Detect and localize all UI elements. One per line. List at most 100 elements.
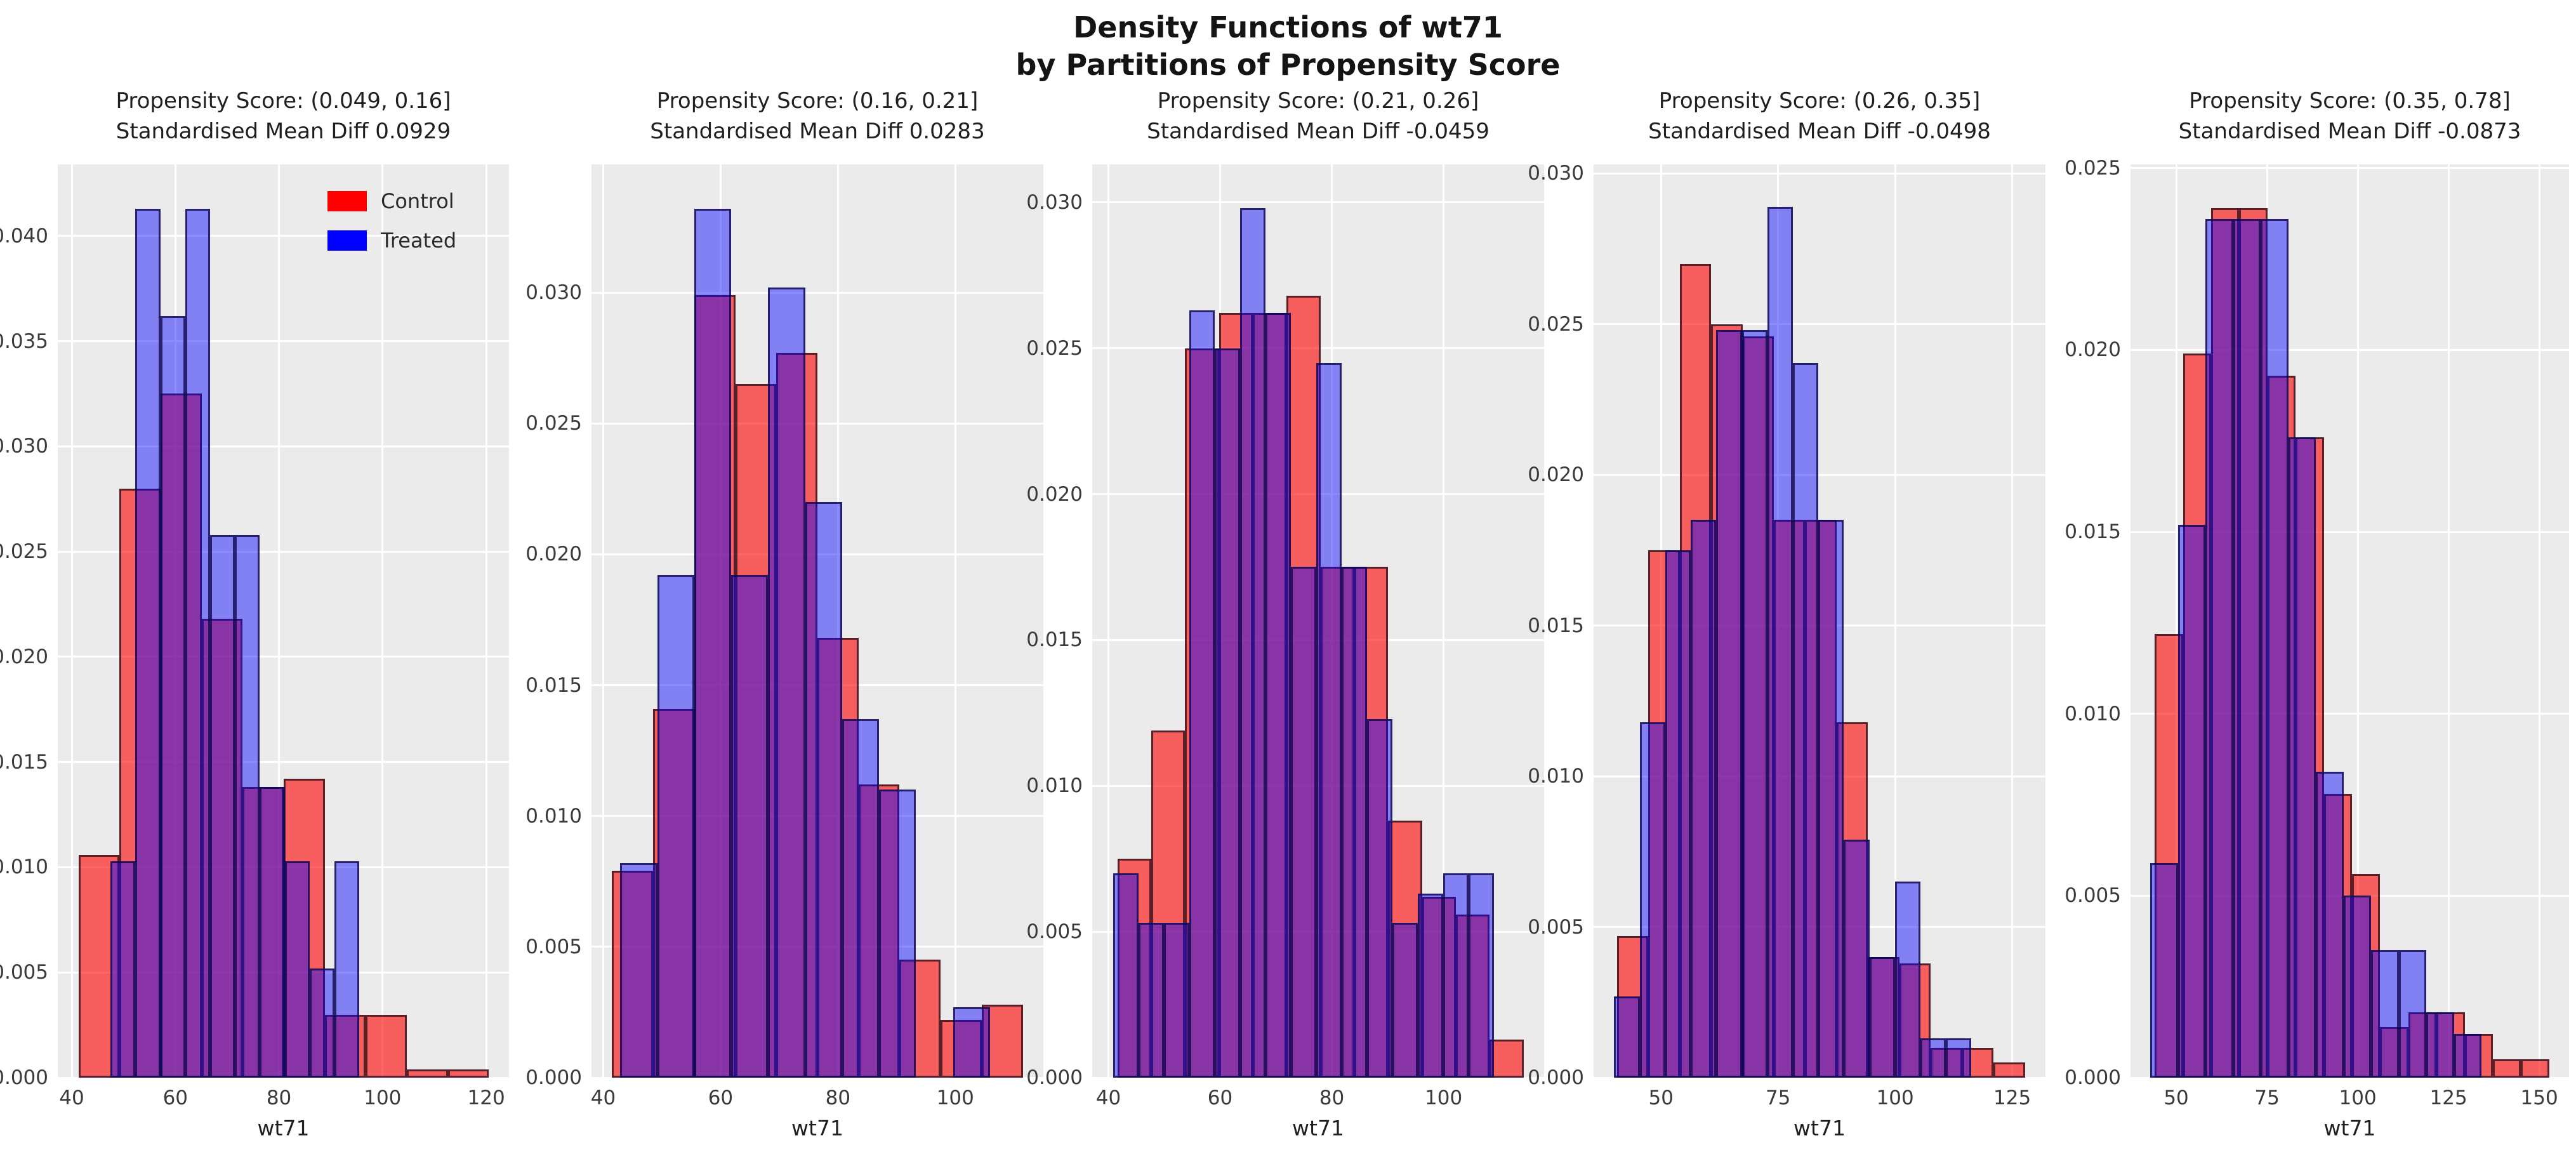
x-axis-label: wt71 [1793, 1116, 1846, 1140]
histogram-bar-treated [260, 787, 285, 1078]
histogram-bar-treated [1113, 873, 1139, 1078]
histogram-bar-treated [1894, 882, 1920, 1078]
gridline [1594, 1076, 2045, 1079]
histogram-bar-treated [731, 575, 769, 1078]
gridline [58, 235, 509, 237]
subplot-title-line1: Propensity Score: (0.16, 0.21] [656, 88, 979, 114]
gridline [70, 164, 73, 1078]
gridline [1092, 1076, 1544, 1079]
histogram-bar-treated [657, 575, 694, 1078]
subplot-title: Propensity Score: (0.049, 0.16] Standardi… [0, 86, 585, 147]
y-tick-label: 0.000 [1528, 1066, 1584, 1089]
histogram-bar-treated [1869, 957, 1895, 1078]
histogram-bar-treated [2454, 1034, 2482, 1078]
gridline [58, 1076, 509, 1079]
x-tick-label: 50 [1648, 1087, 1674, 1109]
gridline [954, 164, 956, 1078]
y-tick-label: 0.000 [2064, 1066, 2121, 1089]
histogram-bar-control [899, 960, 941, 1078]
histogram-bar-treated [160, 315, 185, 1078]
subplot-title-line1: Propensity Score: (0.26, 0.35] [1658, 88, 1981, 114]
legend-label: Control [381, 189, 454, 213]
y-tick-label: 0.020 [525, 543, 582, 566]
y-tick-label: 0.025 [1026, 336, 1083, 360]
y-tick-label: 0.020 [0, 645, 48, 668]
x-tick-label: 80 [1319, 1087, 1345, 1109]
histogram-bar-treated [1392, 923, 1418, 1078]
histogram-bar-treated [1138, 923, 1164, 1078]
x-axis-label: wt71 [257, 1116, 310, 1140]
gridline [58, 340, 509, 343]
gridline [2538, 164, 2540, 1078]
gridline [2447, 164, 2450, 1078]
legend-item-treated: Treated [327, 221, 456, 260]
x-tick-label: 60 [162, 1087, 188, 1109]
figure-title-line2: by Partitions of Propensity Score [1015, 47, 1561, 82]
histogram-bar-treated [953, 1007, 990, 1078]
histogram-bar-treated [1767, 206, 1793, 1078]
subplot-title-line1: Propensity Score: (0.35, 0.78] [2189, 88, 2511, 114]
plot-area-5 [2130, 164, 2569, 1079]
y-tick-label: 0.030 [0, 435, 48, 458]
histogram-bar-control [1489, 1040, 1524, 1078]
x-axis-label: wt71 [2323, 1116, 2376, 1140]
x-tick-label: 60 [1207, 1087, 1233, 1109]
subplot-title-line1: Propensity Score: (0.21, 0.26] [1157, 88, 1479, 114]
histogram-bar-treated [185, 208, 210, 1078]
gridline [591, 1076, 1043, 1079]
histogram-bar-treated [2343, 896, 2372, 1078]
histogram-bar-treated [768, 287, 805, 1078]
histogram-bar-treated [1316, 362, 1342, 1078]
x-tick-label: 40 [59, 1087, 84, 1109]
gridline [1894, 164, 1896, 1078]
histogram-bar-control [1836, 722, 1868, 1078]
histogram-bar-treated [2288, 437, 2316, 1078]
histogram-bar-treated [2398, 950, 2427, 1078]
gridline [591, 553, 1043, 555]
gridline [1594, 172, 2045, 175]
x-tick-label: 40 [1095, 1087, 1121, 1109]
histogram-bar-treated [1265, 313, 1291, 1078]
x-tick-label: 60 [708, 1087, 734, 1109]
gridline [1443, 164, 1445, 1078]
histogram-bar-treated [1818, 520, 1844, 1078]
histogram-bar-treated [1189, 310, 1215, 1078]
y-tick-label: 0.005 [1528, 915, 1584, 939]
gridline [2175, 164, 2177, 1078]
histogram-bar-treated [1639, 722, 1665, 1078]
histogram-bar-treated [1214, 348, 1240, 1078]
x-tick-label: 125 [2429, 1087, 2467, 1109]
histogram-bar-control [1616, 936, 1649, 1078]
y-tick-label: 0.030 [1026, 190, 1083, 214]
histogram-bar-control [1320, 567, 1354, 1078]
histogram-bar-control [1354, 567, 1389, 1078]
histogram-bar-treated [1469, 873, 1495, 1078]
gridline [2356, 164, 2359, 1078]
y-tick-label: 0.015 [2064, 520, 2121, 544]
gridline [485, 164, 487, 1078]
histogram-bar-treated [805, 501, 842, 1078]
x-tick-label: 100 [364, 1087, 402, 1109]
y-tick-label: 0.010 [0, 856, 48, 879]
histogram-bar-control [2492, 1059, 2521, 1078]
histogram-bar-control [1252, 313, 1287, 1078]
histogram-bar-control [78, 854, 120, 1078]
histogram-bar-treated [2261, 219, 2289, 1078]
histogram-bar-control [2323, 793, 2353, 1078]
gridline [1594, 323, 2045, 326]
histogram-bar-treated [2371, 950, 2399, 1078]
x-tick-label: 100 [936, 1087, 974, 1109]
legend-swatch-treated [327, 230, 367, 251]
y-tick-label: 0.015 [1026, 628, 1083, 652]
y-tick-label: 0.000 [525, 1066, 582, 1089]
y-tick-label: 0.020 [2064, 338, 2121, 362]
x-tick-label: 40 [590, 1087, 616, 1109]
y-tick-label: 0.035 [0, 329, 48, 353]
x-tick-label: 100 [1876, 1087, 1914, 1109]
histogram-bar-treated [1341, 567, 1367, 1078]
histogram-bar-control [612, 871, 654, 1078]
histogram-bar-treated [2316, 772, 2344, 1078]
histogram-bar-treated [1691, 520, 1717, 1078]
subplot-title: Propensity Score: (0.26, 0.35] Standardis… [1517, 86, 2122, 147]
